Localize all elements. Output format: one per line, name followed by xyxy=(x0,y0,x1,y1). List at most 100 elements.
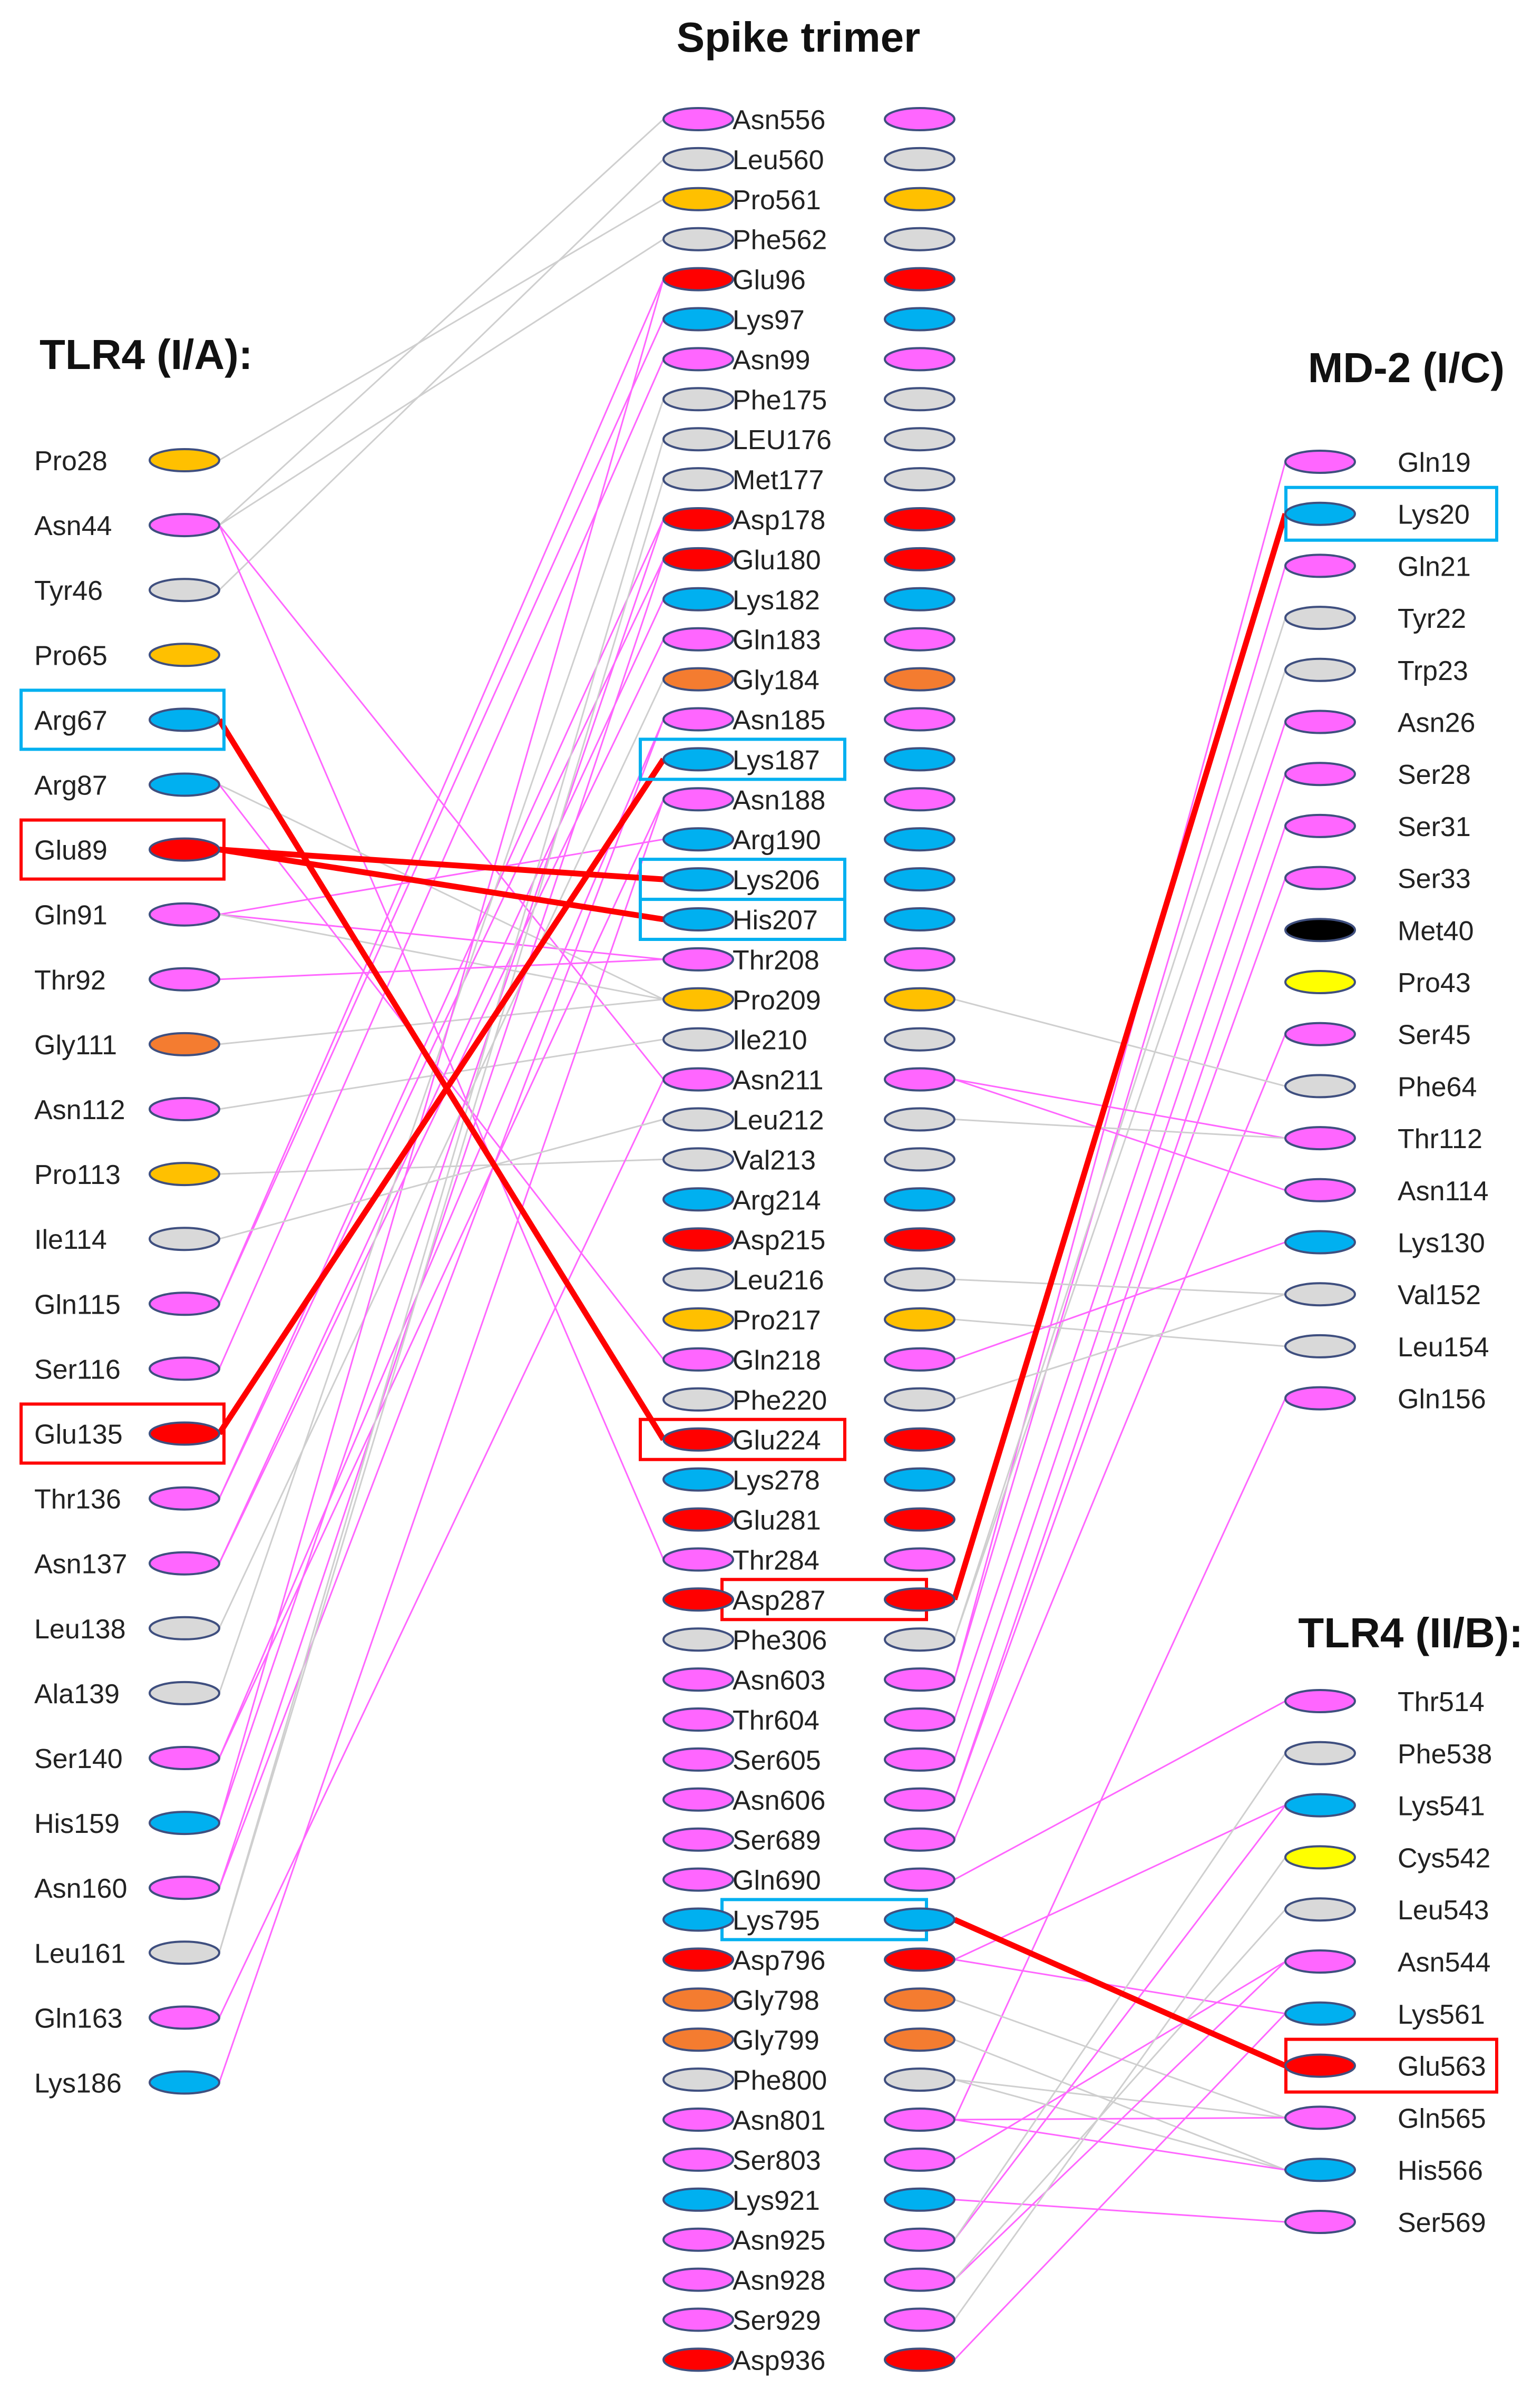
left-link-asn44-phe562 xyxy=(219,238,664,526)
md2-pro43-node xyxy=(1284,970,1356,994)
tlr4a-pro113-node xyxy=(149,1162,220,1187)
spike-leu560-right-node xyxy=(884,147,955,171)
spike-phe562-right-node xyxy=(884,227,955,251)
tlr4b-lys561-node xyxy=(1284,2001,1356,2026)
right-link-ser929-cys542 xyxy=(953,1857,1286,2320)
spike-asp287-left-node xyxy=(662,1587,734,1612)
spike-asp178-label: Asp178 xyxy=(733,505,825,536)
spike-gly798-right-node xyxy=(884,1987,955,2012)
right-link-asn603-gln21 xyxy=(953,565,1286,1680)
tlr4a-asn160-label: Asn160 xyxy=(34,1873,127,1904)
spike-lys182-right-node xyxy=(884,587,955,611)
spike-met177-label: Met177 xyxy=(733,465,824,496)
spike-arg190-right-node xyxy=(884,827,955,852)
spike-asn603-left-node xyxy=(662,1667,734,1692)
spike-gln218-left-node xyxy=(662,1347,734,1372)
interaction-links xyxy=(217,118,1289,2361)
left-link-ala139-phe175 xyxy=(218,399,665,1694)
md2-met40-node xyxy=(1284,918,1356,943)
spike-gln690-left-node xyxy=(662,1867,734,1892)
md2-gln156-node xyxy=(1284,1386,1356,1411)
right-link-asp287-lys20 xyxy=(951,513,1289,1600)
tlr4a-gln163-node xyxy=(149,2005,220,2030)
tlr4a-glu135-node xyxy=(149,1421,220,1446)
spike-met177-right-node xyxy=(884,467,955,492)
left-link-his159-asp178 xyxy=(218,519,665,1823)
md2-asn114-label: Asn114 xyxy=(1398,1176,1489,1207)
spike-thr604-right-node xyxy=(884,1707,955,1732)
spike-gly184-label: Gly184 xyxy=(733,665,819,696)
spike-arg190-label: Arg190 xyxy=(733,825,821,856)
tlr4a-tyr46-node xyxy=(149,578,220,603)
md2-val152-label: Val152 xyxy=(1398,1280,1481,1310)
right-link-phe800-his566 xyxy=(954,2079,1286,2171)
spike-phe306-right-node xyxy=(884,1627,955,1652)
spike-lys921-left-node xyxy=(662,2187,734,2212)
spike-asp215-left-node xyxy=(662,1227,734,1252)
spike-asp936-left-node xyxy=(662,2347,734,2372)
spike-ser605-label: Ser605 xyxy=(733,1745,821,1776)
spike-ile210-left-node xyxy=(662,1027,734,1052)
tlr4b-lys541-node xyxy=(1284,1793,1356,1818)
tlr4a-asn160-node xyxy=(149,1876,220,1900)
right-link-ser689-ser45 xyxy=(953,1034,1286,1840)
spike-arg214-left-node xyxy=(662,1187,734,1212)
spike-phe306-left-node xyxy=(662,1627,734,1652)
spike-glu96-right-node xyxy=(884,267,955,292)
md2-leu154-node xyxy=(1284,1334,1356,1358)
spike-lys921-right-node xyxy=(884,2187,955,2212)
spike-his207-left-node xyxy=(662,907,734,931)
spike-lys278-left-node xyxy=(662,1467,734,1492)
spike-asp287-label: Asp287 xyxy=(733,1585,825,1616)
md2-thr112-node xyxy=(1284,1126,1356,1151)
spike-asp796-left-node xyxy=(662,1947,734,1972)
spike-glu224-right-node xyxy=(884,1427,955,1452)
md2-lys130-node xyxy=(1284,1230,1356,1255)
md2-lys20-node xyxy=(1284,501,1356,526)
spike-asn188-label: Asn188 xyxy=(733,785,825,815)
tlr4b-glu563-label: Glu563 xyxy=(1398,2052,1486,2082)
spike-asn188-left-node xyxy=(662,787,734,812)
spike-thr604-left-node xyxy=(662,1707,734,1732)
left-link-ser140-asn185 xyxy=(218,718,665,1759)
spike-gln183-right-node xyxy=(884,627,955,652)
right-link-asn801-gln565 xyxy=(954,2116,1286,2121)
left-link-thr136-asp178 xyxy=(218,519,665,1499)
spike-leu560-left-node xyxy=(662,147,734,171)
left-link-leu138-gly184 xyxy=(218,678,665,1629)
tlr4a-his159-label: His159 xyxy=(34,1809,120,1839)
spike-ser689-label: Ser689 xyxy=(733,1826,821,1856)
spike-asp287-right-node xyxy=(884,1587,955,1612)
tlr4a-pro65-node xyxy=(149,643,220,667)
spike-thr284-right-node xyxy=(884,1547,955,1572)
left-link-asn44-asn211 xyxy=(218,525,665,1080)
right-link-thr604-asn26 xyxy=(953,722,1286,1720)
spike-lys187-highlight-box xyxy=(639,737,846,781)
spike-leu212-right-node xyxy=(884,1107,955,1132)
right-link-pro217-leu154 xyxy=(954,1318,1286,1347)
spike-lys187-label: Lys187 xyxy=(733,745,820,775)
spike-leu216-label: Leu216 xyxy=(733,1265,824,1296)
spike-ser803-right-node xyxy=(884,2147,955,2172)
md2-thr112-label: Thr112 xyxy=(1398,1124,1482,1154)
tlr4a-arg67-label: Arg67 xyxy=(34,705,108,736)
spike-asp936-label: Asp936 xyxy=(733,2345,825,2376)
spike-asn556-right-node xyxy=(884,107,955,131)
spike-pro561-left-node xyxy=(662,187,734,211)
spike-val213-label: Val213 xyxy=(733,1145,816,1176)
spike-met177-left-node xyxy=(662,467,734,492)
spike-asn556-label: Asn556 xyxy=(733,105,825,135)
right-link-lys921-ser569 xyxy=(954,2199,1286,2223)
residue-nodes: Asn556 Leu560 Pro561 Phe562 Glu96 Lys97 Asn99 P… xyxy=(34,105,1492,2376)
right-link-asn928-asn544 xyxy=(953,1960,1286,2280)
tlr4a-lys186-node xyxy=(149,2070,220,2095)
left-link-gln163-asn211 xyxy=(218,1079,665,2018)
spike-leu216-right-node xyxy=(884,1267,955,1292)
spike-ser689-right-node xyxy=(884,1827,955,1852)
spike-ser689-left-node xyxy=(662,1827,734,1852)
tlr4a-ala139-node xyxy=(149,1681,220,1705)
md2-gln156-label: Gln156 xyxy=(1398,1384,1486,1415)
md2-ser33-node xyxy=(1284,866,1356,890)
left-link-gln115-lys97 xyxy=(218,318,665,1304)
spike-his207-highlight-box xyxy=(639,898,846,941)
